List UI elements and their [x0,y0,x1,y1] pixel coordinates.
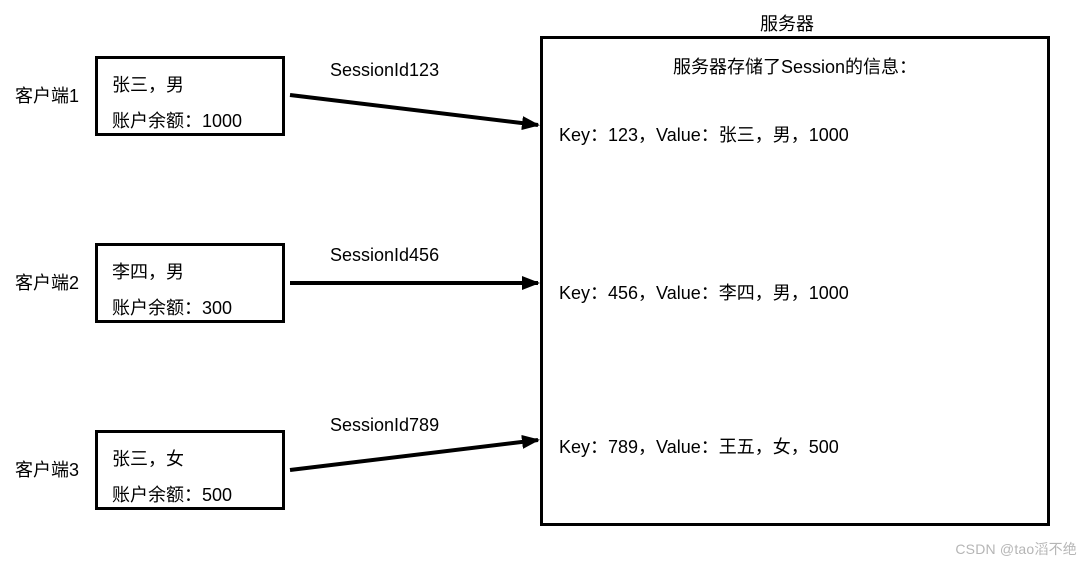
diagram-stage: 服务器 服务器存储了Session的信息： Key：123，Value：张三，男… [0,0,1083,563]
arrow-3-icon [0,0,1083,563]
watermark-text: CSDN @tao滔不绝 [955,539,1077,559]
